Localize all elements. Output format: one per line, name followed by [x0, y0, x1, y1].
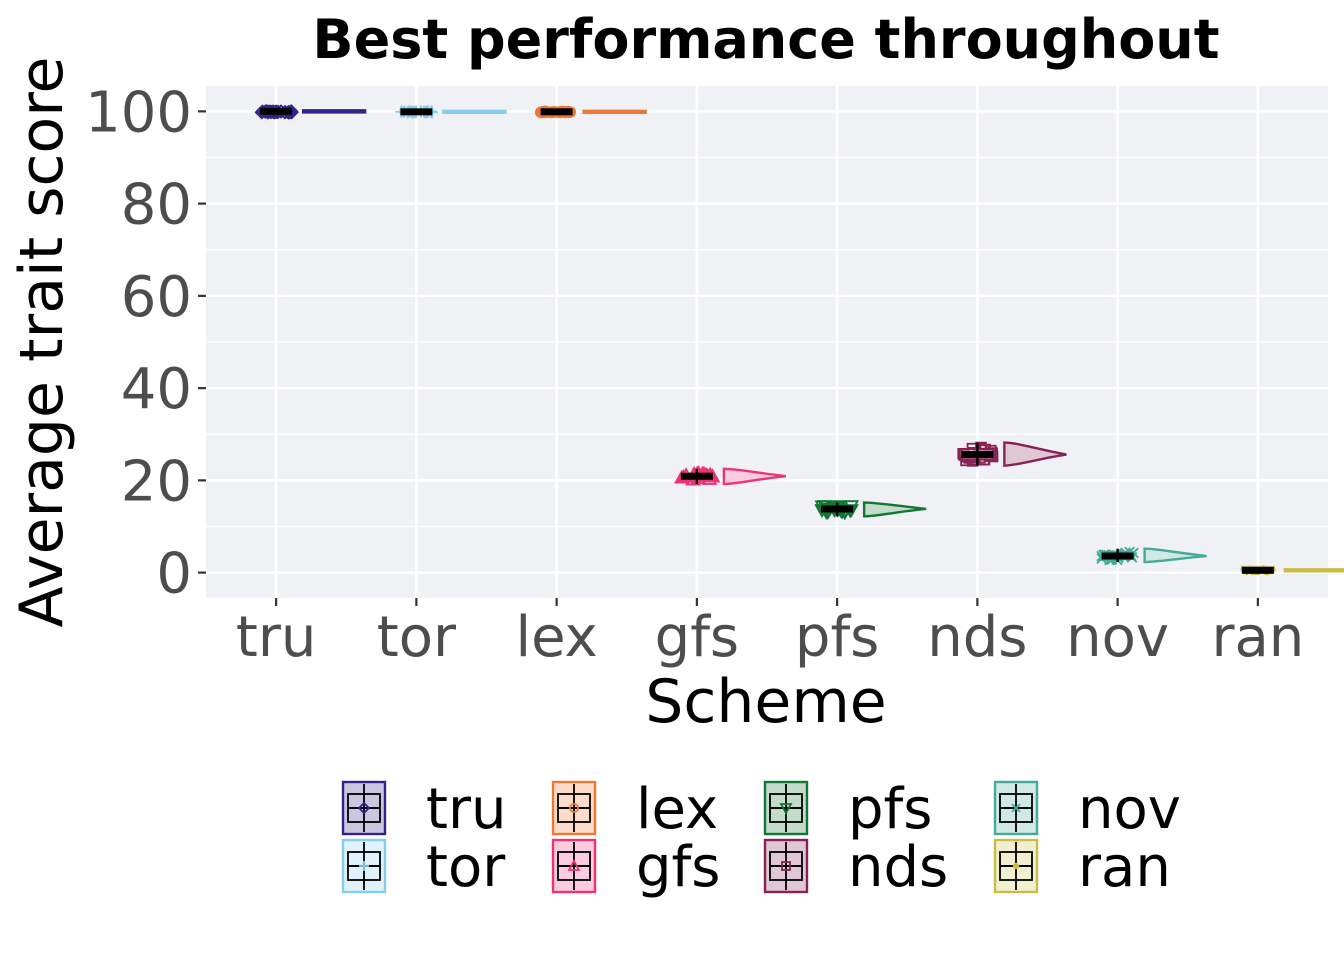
violin-ran	[1283, 568, 1344, 573]
x-axis-ticks: tru tor lex gfs pfs nds nov ran	[236, 598, 1304, 670]
x-axis-title: Scheme	[645, 667, 886, 737]
legend-key-marker-tru	[357, 801, 371, 815]
x-tick-label: gfs	[655, 605, 739, 670]
y-tick-label: 40	[121, 357, 192, 422]
legend-item-gfs: gfs	[551, 835, 720, 900]
legend-label-pfs: pfs	[848, 777, 932, 842]
series-nds	[957, 441, 1067, 467]
legend-item-nds: nds	[763, 835, 948, 900]
x-tick-label: tor	[377, 605, 457, 670]
series-tru	[254, 103, 367, 120]
legend-item-pfs: pfs	[763, 777, 932, 842]
series-tor	[395, 105, 507, 119]
x-tick-label: pfs	[795, 605, 879, 670]
legend-label-ran: ran	[1078, 835, 1171, 900]
y-axis-title: Average trait score	[7, 57, 77, 628]
legend-label-tru: tru	[426, 777, 506, 842]
violin-tor	[442, 109, 507, 115]
legend-key-marker-nds	[781, 861, 791, 871]
violin-nov	[1143, 547, 1207, 564]
legend-label-tor: tor	[426, 835, 506, 900]
median-tru	[260, 107, 293, 115]
legend-key-marker-ran	[1012, 862, 1020, 870]
violin-tru	[301, 109, 367, 114]
legend-label-nov: nov	[1078, 777, 1181, 842]
y-tick-label: 20	[121, 449, 192, 514]
x-tick-label: tru	[236, 605, 316, 670]
median-pfs	[821, 505, 854, 513]
violin-gfs	[722, 467, 787, 486]
legend-key-marker-nov	[1011, 803, 1021, 813]
median-ran	[1241, 566, 1274, 574]
median-nds	[961, 451, 994, 459]
legend-key-marker-pfs	[779, 803, 793, 815]
plot-marks	[254, 103, 1344, 576]
median-lex	[540, 108, 573, 116]
y-tick-label: 0	[156, 542, 192, 607]
x-tick-label: nov	[1066, 605, 1169, 670]
series-ran	[1240, 565, 1344, 576]
x-tick-label: nds	[927, 605, 1027, 670]
legend-key-marker-gfs	[567, 859, 581, 871]
violin-nds	[1003, 441, 1067, 467]
legend-item-tor: tor	[341, 835, 506, 900]
legend-label-gfs: gfs	[636, 835, 720, 900]
legend-item-lex: lex	[551, 777, 718, 842]
series-lex	[534, 105, 647, 119]
x-tick-label: lex	[516, 605, 598, 670]
x-tick-label: ran	[1211, 605, 1304, 670]
gridlines	[206, 86, 1328, 598]
legend-label-nds: nds	[848, 835, 948, 900]
series-nov	[1096, 546, 1207, 566]
violin-pfs	[862, 501, 927, 518]
legend-item-ran: ran	[993, 835, 1171, 900]
y-tick-label: 80	[121, 173, 192, 238]
legend-item-nov: nov	[993, 777, 1181, 842]
chart-title: Best performance throughout	[312, 8, 1219, 71]
legend-key-marker-tor	[359, 861, 369, 871]
legend-label-lex: lex	[636, 777, 718, 842]
median-gfs	[680, 472, 713, 480]
violin-lex	[582, 109, 647, 115]
legend-key-marker-lex	[569, 803, 579, 813]
legend-item-tru: tru	[341, 777, 506, 842]
y-tick-label: 60	[121, 265, 192, 330]
median-nov	[1101, 552, 1134, 560]
y-tick-label: 100	[85, 80, 192, 145]
series-gfs	[674, 465, 787, 486]
y-axis-ticks: 0 20 40 60 80 100	[85, 80, 206, 607]
median-tor	[400, 108, 433, 116]
series-pfs	[814, 500, 927, 521]
